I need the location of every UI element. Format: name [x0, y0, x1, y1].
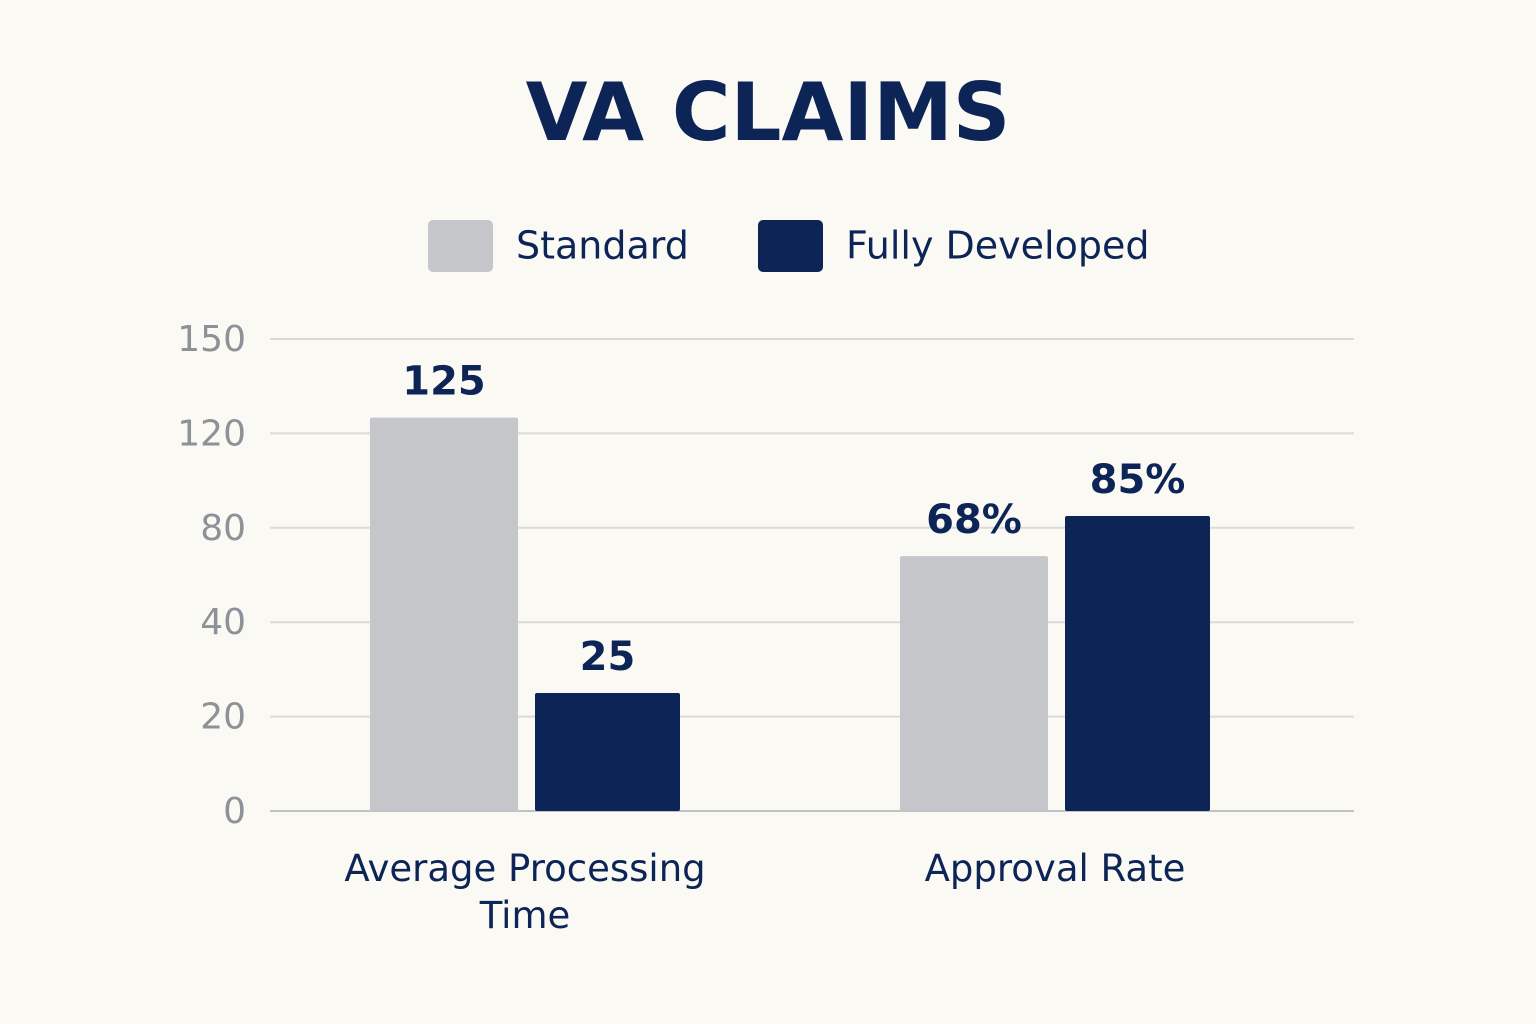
- bar: [1065, 516, 1210, 811]
- y-tick-label: 20: [200, 697, 246, 738]
- y-tick-label: 120: [177, 413, 246, 454]
- bar: [370, 417, 518, 811]
- legend-swatch: [758, 220, 823, 272]
- y-tick-label: 80: [200, 508, 246, 549]
- legend-swatch: [428, 220, 493, 272]
- value-label: 68%: [926, 497, 1022, 543]
- x-tick-label: Approval Rate: [924, 847, 1186, 890]
- value-label: 85%: [1090, 457, 1186, 503]
- x-tick-label: Average Processing Time: [344, 847, 706, 937]
- y-tick-label: 0: [223, 791, 246, 832]
- y-tick-label: 150: [177, 319, 246, 360]
- legend-label: Fully Developed: [846, 224, 1149, 268]
- y-tick-label: 40: [200, 602, 246, 643]
- legend-label: Standard: [516, 224, 689, 268]
- value-label: 25: [580, 634, 636, 680]
- bar: [535, 693, 680, 811]
- value-label: 125: [402, 359, 486, 405]
- chart-title: VA CLAIMS: [526, 66, 1011, 159]
- bar: [900, 556, 1048, 811]
